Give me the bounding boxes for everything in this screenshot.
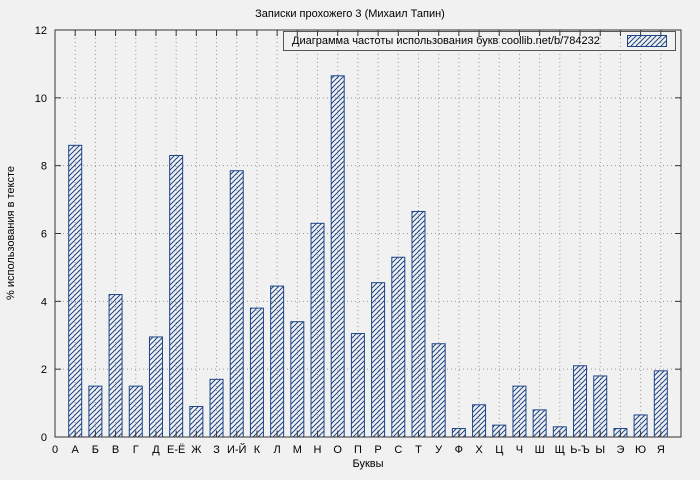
x-tick-label: Д xyxy=(152,444,160,456)
x-tick-label: Т xyxy=(415,444,422,456)
x-tick-label: Э xyxy=(616,444,624,456)
x-tick-label: Р xyxy=(374,444,381,456)
chart-title: Записки прохожего 3 (Михаил Тапин) xyxy=(255,8,445,20)
legend-swatch xyxy=(627,35,667,47)
x-tick-label: Л xyxy=(274,444,281,456)
x-tick-label: В xyxy=(112,444,119,456)
bar-Е-Ё xyxy=(169,154,184,438)
x-tick-label: З xyxy=(213,444,220,456)
bar-И-Й xyxy=(229,170,244,438)
bar-П xyxy=(350,333,365,438)
bar-Ы xyxy=(593,375,608,438)
bar-О xyxy=(330,75,345,438)
bar-Ч xyxy=(512,385,527,438)
bar-Г xyxy=(128,385,143,438)
bar-У xyxy=(431,343,446,438)
bar-Р xyxy=(371,282,386,438)
x-axis-label: Буквы xyxy=(352,458,384,470)
y-tick-label: 12 xyxy=(35,25,47,37)
x-tick-label: Н xyxy=(314,444,322,456)
y-tick-label: 10 xyxy=(35,93,47,105)
bar-Т xyxy=(411,210,426,438)
bar-Я xyxy=(653,370,668,438)
x-tick-label: Х xyxy=(475,444,483,456)
legend-label: Диаграмма частоты использования букв coo… xyxy=(292,35,600,47)
x-tick-label: Я xyxy=(657,444,665,456)
x-tick-label: Г xyxy=(133,444,139,456)
x-tick-label: Ж xyxy=(191,444,201,456)
y-axis-label: % использования в тексте xyxy=(5,166,17,300)
bar-В xyxy=(108,294,123,438)
x-origin-label: 0 xyxy=(52,444,58,456)
x-tick-label: Ю xyxy=(635,444,646,456)
x-tick-label: Б xyxy=(92,444,99,456)
x-tick-label: У xyxy=(435,444,443,456)
x-tick-label: Ь-Ъ xyxy=(570,444,590,456)
x-tick-label: П xyxy=(354,444,362,456)
x-tick-label: Ц xyxy=(495,444,503,456)
x-tick-label: Е-Ё xyxy=(167,444,185,456)
y-tick-label: 8 xyxy=(41,161,47,173)
x-tick-label: М xyxy=(293,444,302,456)
x-tick-label: Ф xyxy=(455,444,463,456)
x-tick-label: О xyxy=(333,444,342,456)
bar-С xyxy=(391,256,406,438)
y-tick-label: 0 xyxy=(41,432,47,444)
x-tick-label: Ы xyxy=(595,444,605,456)
bar-З xyxy=(209,378,224,438)
bar-Б xyxy=(88,385,103,438)
x-tick-label: А xyxy=(72,444,80,456)
x-tick-label: Щ xyxy=(555,444,565,456)
bar-А xyxy=(68,144,83,438)
bar-Ь-Ъ xyxy=(573,365,588,438)
x-tick-label: С xyxy=(394,444,402,456)
x-tick-label: К xyxy=(254,444,261,456)
y-tick-label: 4 xyxy=(41,296,47,308)
y-tick-label: 2 xyxy=(41,364,47,376)
bar-Л xyxy=(270,285,285,438)
x-tick-label: И-Й xyxy=(227,443,246,456)
bar-Д xyxy=(148,336,163,438)
legend: Диаграмма частоты использования букв coo… xyxy=(283,31,676,51)
y-tick-label: 6 xyxy=(41,229,47,241)
x-tick-label: Ч xyxy=(516,444,523,456)
x-tick-label: Ш xyxy=(535,444,545,456)
bar-М xyxy=(290,321,305,438)
bar-К xyxy=(249,307,264,438)
bar-Н xyxy=(310,222,325,438)
